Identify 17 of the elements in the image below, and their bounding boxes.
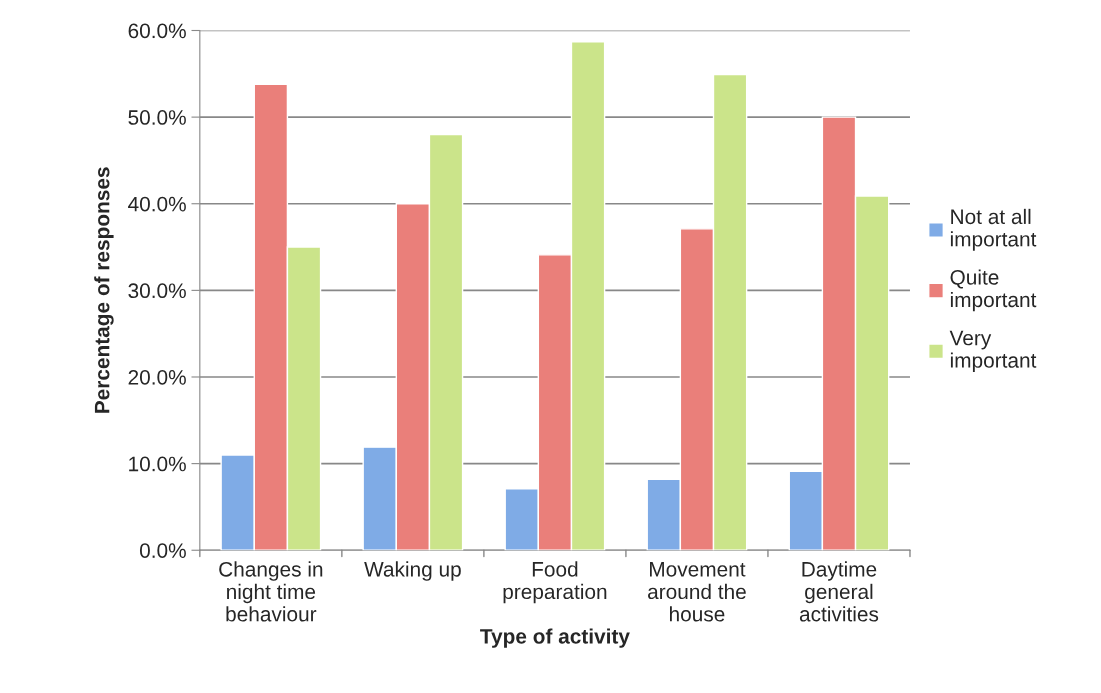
x-tick-label: Daytime general activities [799, 561, 879, 622]
x-tick-label: Food preparation [503, 561, 607, 604]
legend-label: Not at all important [950, 208, 1037, 251]
x-axis-title: Type of activity [480, 628, 630, 648]
y-tick-label: 10.0% [129, 456, 186, 472]
y-tick-label: 20.0% [128, 369, 186, 385]
y-tick-label: 60.0% [128, 23, 186, 39]
x-tick-label: Changes in night time behaviour [219, 561, 323, 622]
x-tick-label: Movement around the house [648, 562, 746, 622]
y-tick-label: 0.0% [139, 543, 186, 558]
x-tick-label: Waking up [364, 561, 461, 581]
legend-label: Quite important [950, 269, 1037, 312]
y-tick-label: 50.0% [128, 110, 186, 125]
legend-label: Very important [949, 330, 1037, 372]
y-axis-title: Percentage of responses [94, 167, 114, 413]
y-tick-label: 30.0% [128, 283, 186, 299]
y-tick-label: 40.0% [128, 196, 186, 212]
